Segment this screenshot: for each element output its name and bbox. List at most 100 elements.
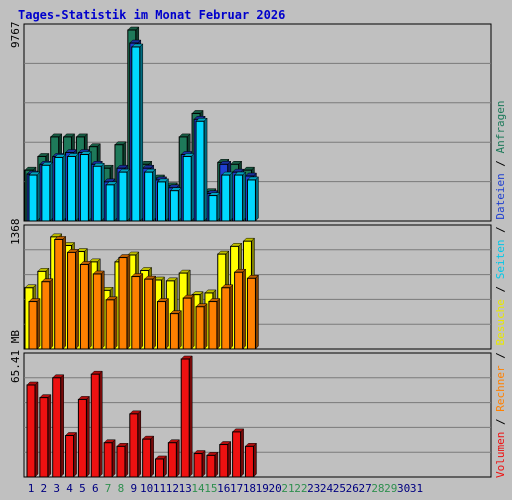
x-tick-label: 25 <box>333 482 346 495</box>
seiten-bar <box>105 181 118 222</box>
volumen-bar <box>244 442 258 478</box>
x-tick-label: 17 <box>230 482 243 495</box>
rechner-bar <box>118 253 131 350</box>
seiten-bar <box>169 187 182 222</box>
legend-entry: Anfragen <box>494 100 507 153</box>
legend-separator: / <box>494 220 507 240</box>
seiten-bar <box>156 178 170 222</box>
rechner-bar <box>195 303 208 350</box>
rechner-bar <box>156 297 170 350</box>
series-legend: Volumen / Rechner / Besuche / Seiten / D… <box>494 100 507 478</box>
x-tick-label: 23 <box>307 482 320 495</box>
hits-y-max-label: 9767 <box>9 22 22 49</box>
volumen-bar <box>103 439 116 478</box>
x-tick-label: 18 <box>243 482 256 495</box>
rechner-bar <box>66 248 80 350</box>
rechner-bar <box>105 296 118 350</box>
volumen-bar <box>142 435 155 478</box>
legend-entry: Dateien <box>494 173 507 219</box>
volumen-bar <box>167 439 180 478</box>
legend-separator: / <box>494 346 507 366</box>
x-tick-label: 14 <box>191 482 205 495</box>
legend-entry: Volumen <box>494 432 507 478</box>
volumen-bar <box>90 370 103 478</box>
x-tick-label: 2 <box>41 482 48 495</box>
seiten-bar <box>41 161 54 222</box>
volumen-bar <box>206 451 219 478</box>
x-tick-label: 22 <box>294 482 307 495</box>
legend-separator: / <box>494 153 507 173</box>
rechner-bar <box>92 270 105 350</box>
legend-entry: Besuche <box>494 299 507 345</box>
volumen-bar <box>64 431 78 478</box>
x-tick-label: 12 <box>166 482 179 495</box>
x-tick-label: 3 <box>53 482 60 495</box>
x-tick-label: 24 <box>320 482 334 495</box>
x-tick-label: 29 <box>384 482 397 495</box>
x-tick-label: 27 <box>358 482 371 495</box>
seiten-bar <box>131 43 144 222</box>
x-tick-label: 16 <box>217 482 230 495</box>
seiten-bar <box>79 150 93 222</box>
x-tick-label: 15 <box>204 482 217 495</box>
chart-title: Tages-Statistik im Monat Februar 2026 <box>18 8 285 22</box>
volumen-bar <box>154 455 168 478</box>
rechner-bar <box>182 294 195 350</box>
legend-separator: / <box>494 279 507 299</box>
seiten-bar <box>118 168 131 222</box>
seiten-bar <box>92 162 105 222</box>
rechner-bar <box>169 310 182 350</box>
rechner-bar <box>41 278 54 350</box>
seiten-bar <box>233 171 247 222</box>
volumen-bar <box>116 442 129 478</box>
seiten-bar <box>66 152 80 222</box>
x-tick-label: 19 <box>256 482 269 495</box>
rechner-bar <box>246 274 260 350</box>
legend-separator: / <box>494 412 507 432</box>
seiten-bar <box>246 176 260 222</box>
volumen-bar <box>193 449 206 478</box>
x-tick-label: 11 <box>153 482 166 495</box>
visits-panel: 1368 <box>9 219 492 350</box>
volumen-bar <box>52 374 65 478</box>
x-tick-label: 31 <box>410 482 423 495</box>
x-tick-label: 13 <box>179 482 192 495</box>
rechner-bar <box>79 260 93 350</box>
legend-entry: Rechner <box>494 365 507 412</box>
x-tick-label: 10 <box>140 482 153 495</box>
rechner-bar <box>233 268 247 350</box>
x-tick-label: 5 <box>79 482 86 495</box>
volumen-bar <box>231 428 245 478</box>
volume-panel: 65.41 MB <box>9 330 492 478</box>
seiten-bar <box>144 168 157 222</box>
x-tick-label: 6 <box>92 482 99 495</box>
volumen-bar <box>219 440 232 478</box>
x-tick-label: 9 <box>130 482 137 495</box>
seiten-bar <box>195 117 208 222</box>
seiten-bar <box>54 153 67 222</box>
rechner-bar <box>131 272 144 350</box>
x-tick-label: 26 <box>346 482 359 495</box>
volumen-bar <box>26 381 39 478</box>
x-tick-label: 4 <box>66 482 73 495</box>
hits-panel: 9767 <box>9 22 492 222</box>
volume-y-max-label: 65.41 MB <box>9 330 22 383</box>
volumen-bar <box>129 410 142 478</box>
seiten-bar <box>182 152 195 222</box>
legend-entry: Seiten <box>494 240 507 280</box>
x-tick-label: 7 <box>105 482 112 495</box>
rechner-bar <box>208 297 221 350</box>
volumen-bar <box>39 394 52 478</box>
x-tick-label: 20 <box>269 482 282 495</box>
seiten-bar <box>28 171 41 222</box>
visits-y-max-label: 1368 <box>9 219 22 246</box>
x-tick-label: 28 <box>371 482 384 495</box>
x-tick-label: 1 <box>28 482 35 495</box>
seiten-bar <box>221 171 234 222</box>
volumen-bar <box>180 355 193 478</box>
x-tick-label: 8 <box>118 482 125 495</box>
x-tick-label: 30 <box>397 482 410 495</box>
x-tick-label: 21 <box>281 482 294 495</box>
